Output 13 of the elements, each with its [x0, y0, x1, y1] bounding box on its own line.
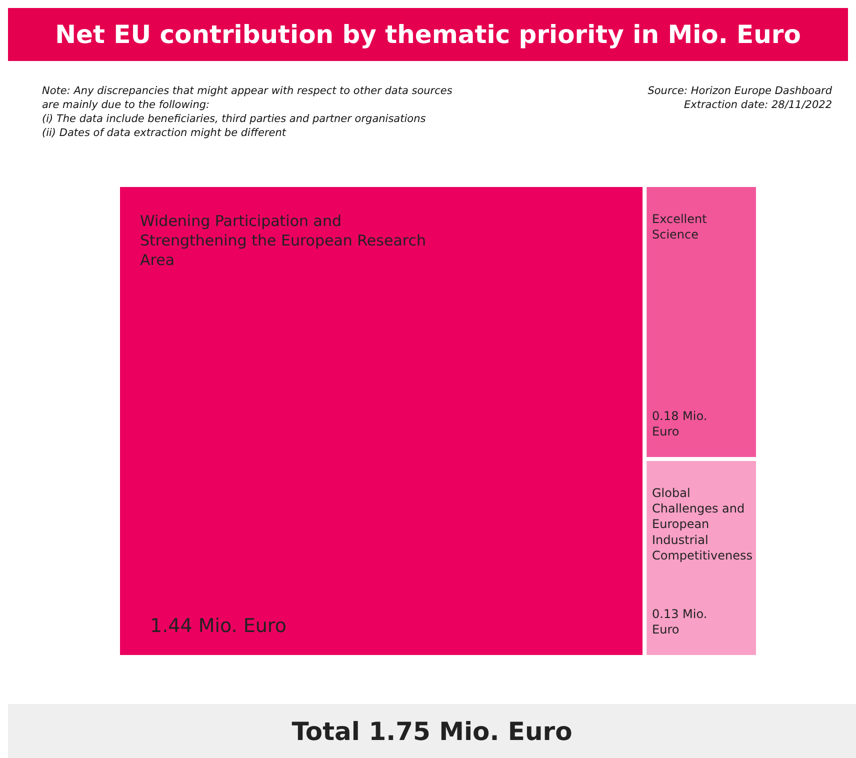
- text: Extraction date: 28/11/2022: [682, 98, 832, 112]
- text: Note: Any discrepancies that might appear with respect to other data sources are mainly due to the following:: [42, 84, 454, 112]
- source-note: Source: Horizon Europe Dashboard: [648, 84, 832, 98]
- data-label: 1.44 Mio. Euro: [150, 615, 286, 637]
- category-label: Global Challenges and European Industrial Competitiveness: [652, 486, 752, 562]
- text: (i) The data include beneficiaries, third parties and partner organisations: [42, 112, 427, 126]
- data-label: 0.18 Mio. Euro: [652, 409, 708, 439]
- category-label: Widening Participation and Strengthening the European Research Area: [140, 212, 426, 269]
- category-label: Excellent Science: [652, 212, 708, 242]
- text: Net EU contribution by thematic priority in Mio. Euro: [8, 8, 848, 61]
- text: Total 1.75 Mio. Euro: [8, 704, 856, 758]
- data-label: 0.13 Mio. Euro: [652, 607, 708, 637]
- text: (ii) Dates of data extraction might be different: [42, 126, 288, 140]
